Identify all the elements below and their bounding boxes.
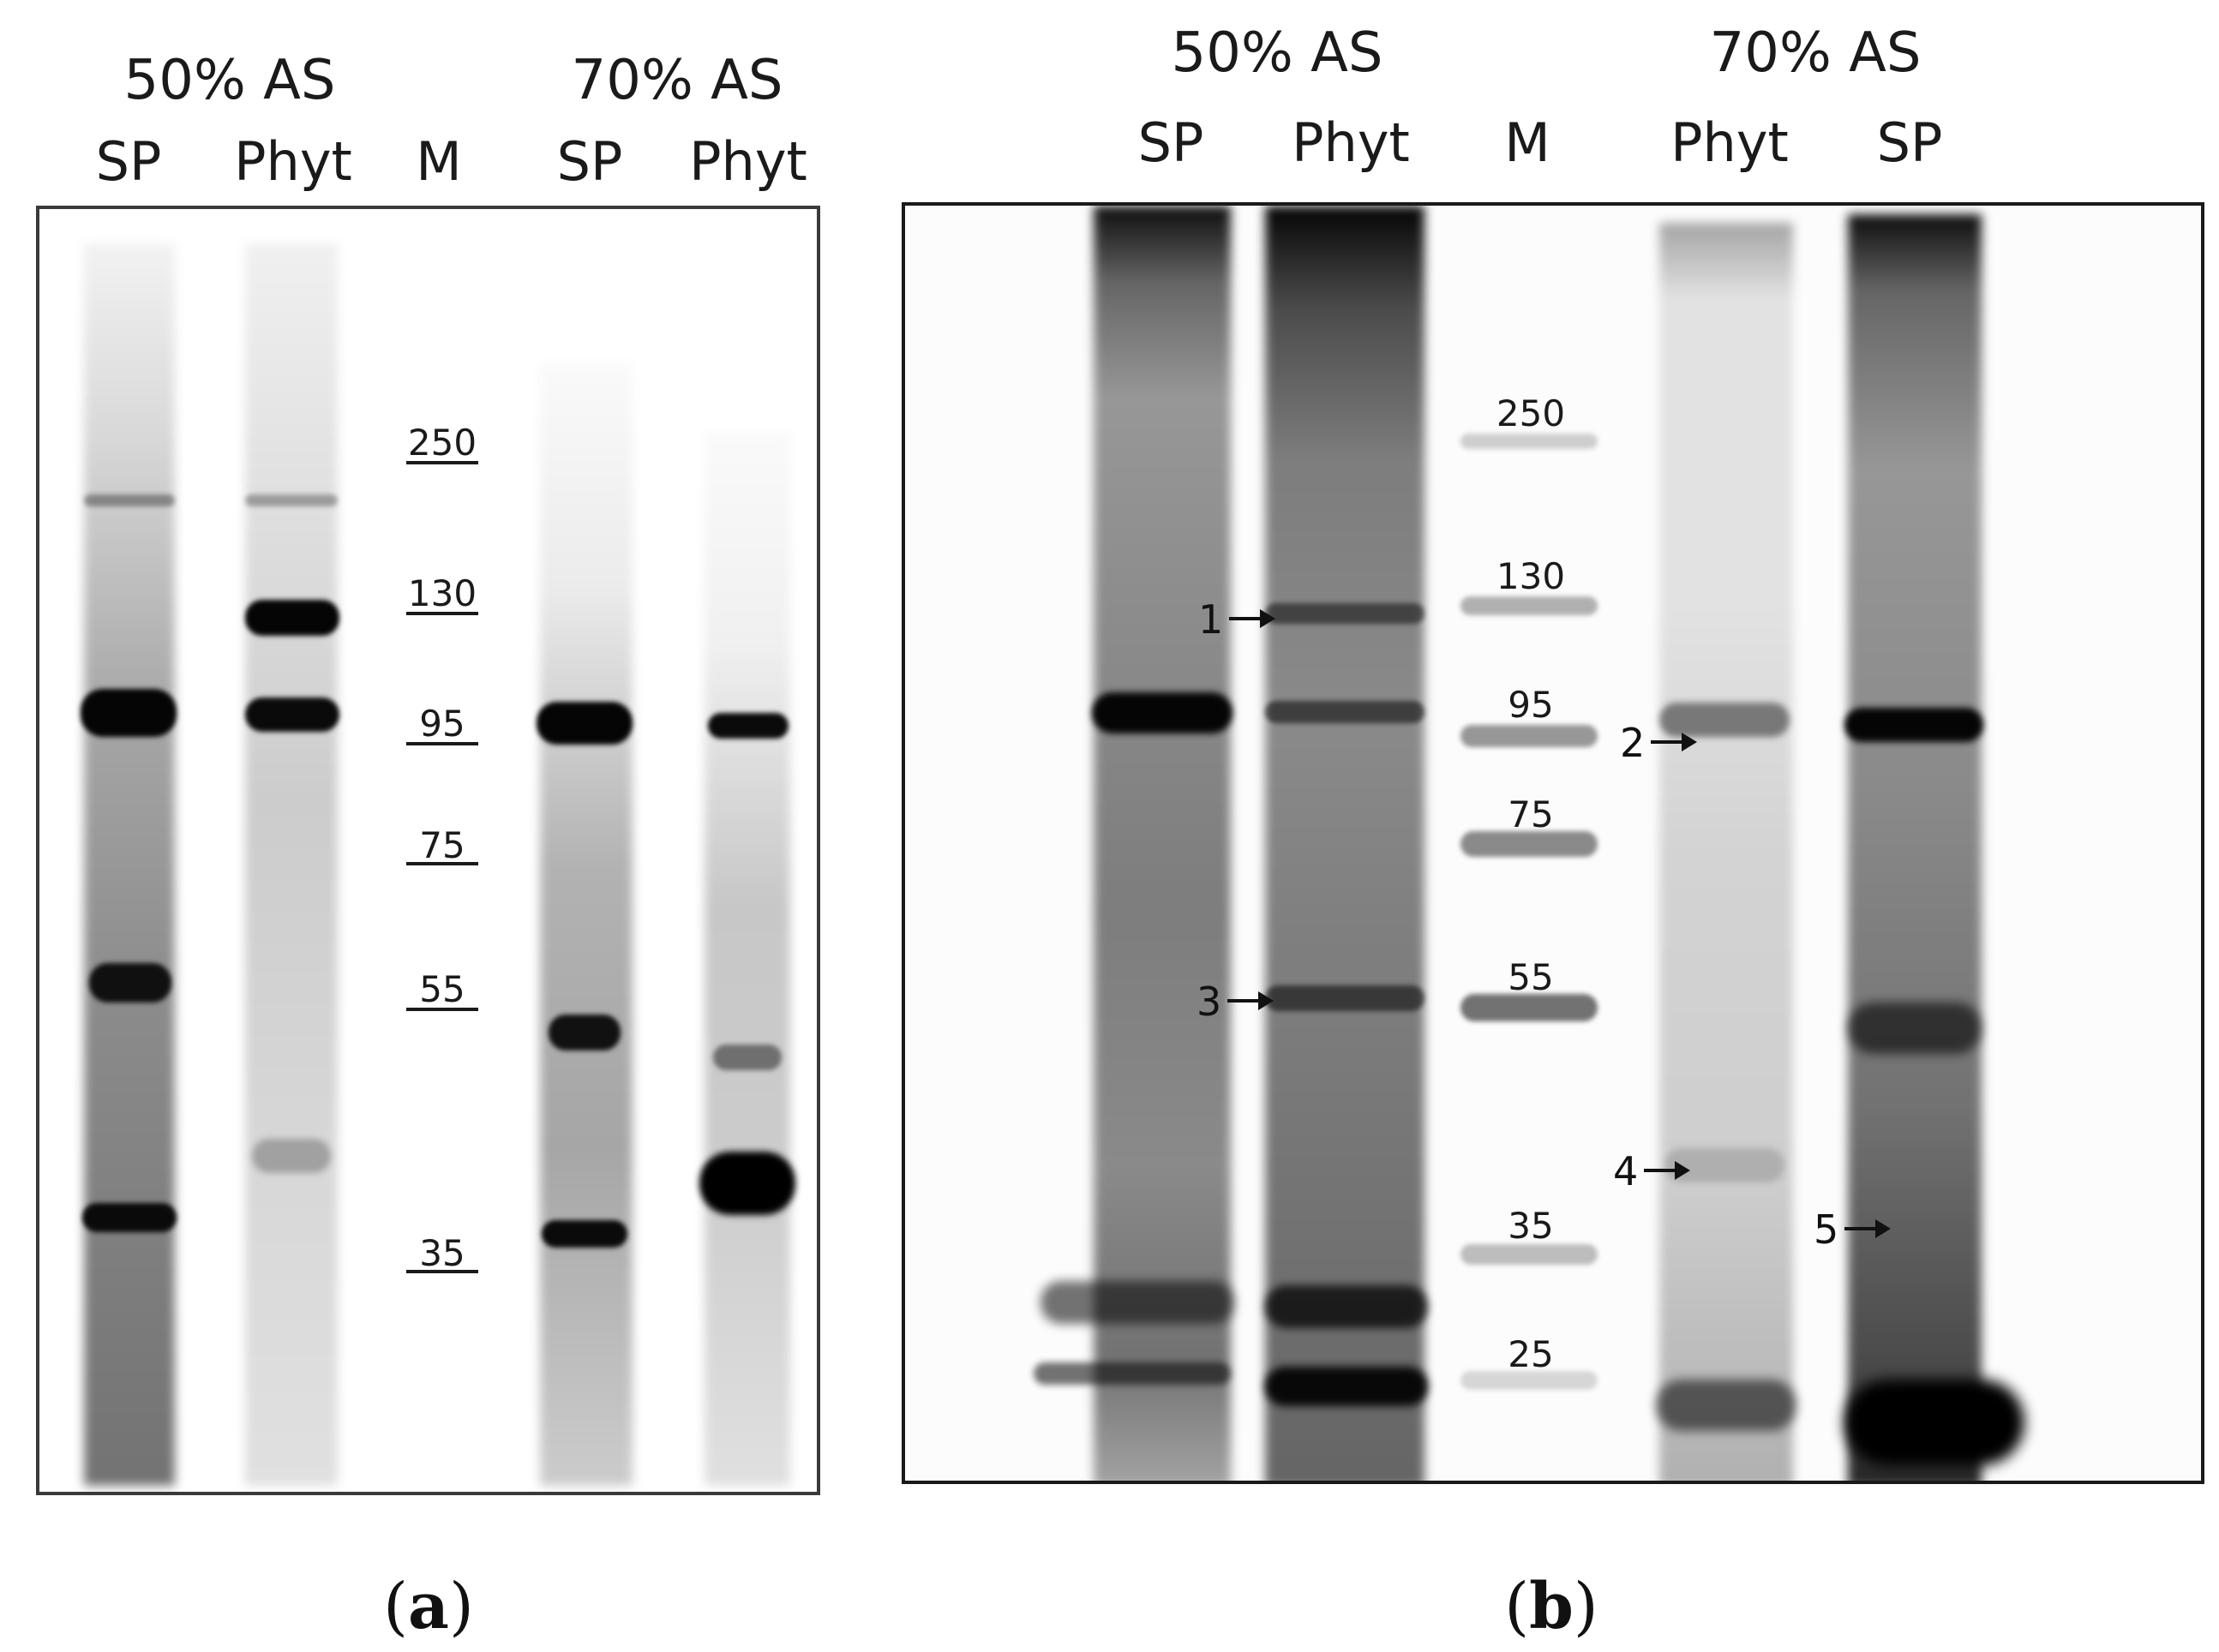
panel-a-lane-label-marker: M <box>416 130 462 193</box>
gel-a-band <box>252 1139 331 1173</box>
panel-a-marker-label-75: 75 <box>419 824 465 866</box>
gel-b-band <box>1848 1003 1982 1054</box>
panel-b-gel: 250 130 95 75 55 35 25 1 2 3 4 5 <box>902 202 2204 1484</box>
panel-b-arrow-3 <box>1227 991 1274 1010</box>
panel-b-arrow-2 <box>1651 733 1697 751</box>
panel-a-marker-line-130 <box>406 612 478 615</box>
gel-b-marker-band-75 <box>1460 831 1598 857</box>
gel-b-marker-band-55 <box>1460 994 1598 1021</box>
panel-a-marker-label-95: 95 <box>419 703 465 745</box>
panel-a-group-50-as: 50% AS <box>123 49 336 112</box>
gel-b-marker-band-250 <box>1460 434 1598 449</box>
gel-b-band <box>1265 603 1424 624</box>
panel-b-caption: (b) <box>1504 1570 1598 1643</box>
gel-b-band <box>1265 1367 1428 1406</box>
gel-b-band <box>1844 1380 2024 1465</box>
panel-a-marker-label-250: 250 <box>407 422 477 464</box>
gel-b-lane-sp-70 <box>1848 214 1982 1481</box>
gel-b-band <box>1265 701 1424 723</box>
gel-a-band <box>713 1044 782 1070</box>
panel-a-gel: 250 130 95 75 55 35 <box>36 206 820 1495</box>
gel-b-marker-band-25 <box>1460 1371 1598 1390</box>
gel-a-lane-sp-50 <box>84 243 175 1486</box>
panel-a-lane-label-phyt-70: Phyt <box>689 130 807 193</box>
panel-b-marker-label-95: 95 <box>1508 684 1554 726</box>
gel-a-band <box>549 1015 621 1050</box>
gel-b-band <box>1844 708 1983 742</box>
gel-b-band <box>1265 1285 1428 1328</box>
gel-a-lane-sp-70 <box>540 363 633 1486</box>
panel-b-lane-label-sp-70: SP <box>1876 111 1943 174</box>
gel-a-band <box>699 1152 795 1215</box>
panel-a-marker-line-55 <box>406 1008 478 1011</box>
gel-a-band <box>245 600 339 636</box>
panel-b-marker-label-25: 25 <box>1508 1333 1554 1375</box>
panel-b-arrow-label-2: 2 <box>1620 720 1646 766</box>
panel-b-marker-label-35: 35 <box>1508 1205 1554 1247</box>
gel-a-band <box>542 1220 627 1248</box>
panel-a-marker-line-75 <box>406 862 478 865</box>
gel-a-band <box>82 1203 177 1232</box>
panel-a-lane-label-sp-50: SP <box>95 130 162 193</box>
gel-a-band <box>537 702 633 745</box>
panel-a-marker-label-35: 35 <box>419 1232 465 1274</box>
gel-b-marker-band-130 <box>1460 596 1598 615</box>
gel-a-band <box>245 494 338 506</box>
panel-b-arrow-label-5: 5 <box>1814 1206 1839 1253</box>
panel-a-marker-label-55: 55 <box>419 968 465 1010</box>
gel-b-band <box>1656 1380 1796 1431</box>
gel-b-lane-phyt-50 <box>1265 206 1424 1481</box>
panel-a-marker-line-250 <box>406 461 478 464</box>
panel-a-caption: (a) <box>383 1570 474 1643</box>
panel-a-marker-line-95 <box>406 742 478 745</box>
gel-a-band <box>84 494 175 506</box>
panel-b-lane-label-phyt-70: Phyt <box>1670 111 1789 174</box>
gel-a-band <box>89 963 171 1003</box>
panel-b-lane-label-phyt-50: Phyt <box>1292 111 1410 174</box>
panel-b-lane-label-marker: M <box>1504 111 1550 174</box>
gel-b-lane-sp-50 <box>1094 206 1231 1481</box>
gel-a-band <box>81 689 177 737</box>
gel-a-lane-phyt-50 <box>245 243 338 1486</box>
gel-b-marker-band-95 <box>1460 725 1598 747</box>
panel-b-arrow-label-3: 3 <box>1196 979 1222 1025</box>
panel-b-arrow-4 <box>1644 1161 1690 1180</box>
panel-b-marker-label-250: 250 <box>1496 392 1566 434</box>
panel-b-marker-label-75: 75 <box>1508 793 1554 835</box>
panel-b-arrow-label-4: 4 <box>1613 1148 1639 1194</box>
gel-b-band <box>1265 985 1424 1011</box>
panel-a-group-70-as: 70% AS <box>571 49 783 112</box>
gel-a-band <box>708 713 789 739</box>
panel-b-group-50-as: 50% AS <box>1171 21 1383 85</box>
panel-b-marker-label-55: 55 <box>1508 956 1554 998</box>
gel-b-band <box>1659 703 1790 737</box>
panel-b-group-70-as: 70% AS <box>1709 21 1922 85</box>
panel-a-lane-label-phyt-50: Phyt <box>234 130 352 193</box>
gel-a-band <box>245 697 339 732</box>
panel-a-lane-label-sp-70: SP <box>556 130 623 193</box>
panel-b-arrow-label-1: 1 <box>1198 596 1224 643</box>
panel-b-arrow-1 <box>1229 609 1275 628</box>
panel-b-arrow-5 <box>1844 1219 1891 1238</box>
panel-a-marker-line-35 <box>406 1270 478 1273</box>
panel-b-marker-label-130: 130 <box>1496 555 1566 597</box>
gel-b-band <box>1034 1362 1231 1385</box>
panel-a-marker-label-130: 130 <box>407 572 477 614</box>
gel-b-band <box>1092 692 1232 733</box>
gel-b-marker-band-35 <box>1460 1244 1598 1265</box>
gel-a-lane-phyt-70 <box>705 432 790 1486</box>
gel-b-band <box>1041 1281 1234 1324</box>
gel-b-lane-phyt-70 <box>1659 223 1793 1481</box>
panel-b-lane-label-sp-50: SP <box>1137 111 1204 174</box>
